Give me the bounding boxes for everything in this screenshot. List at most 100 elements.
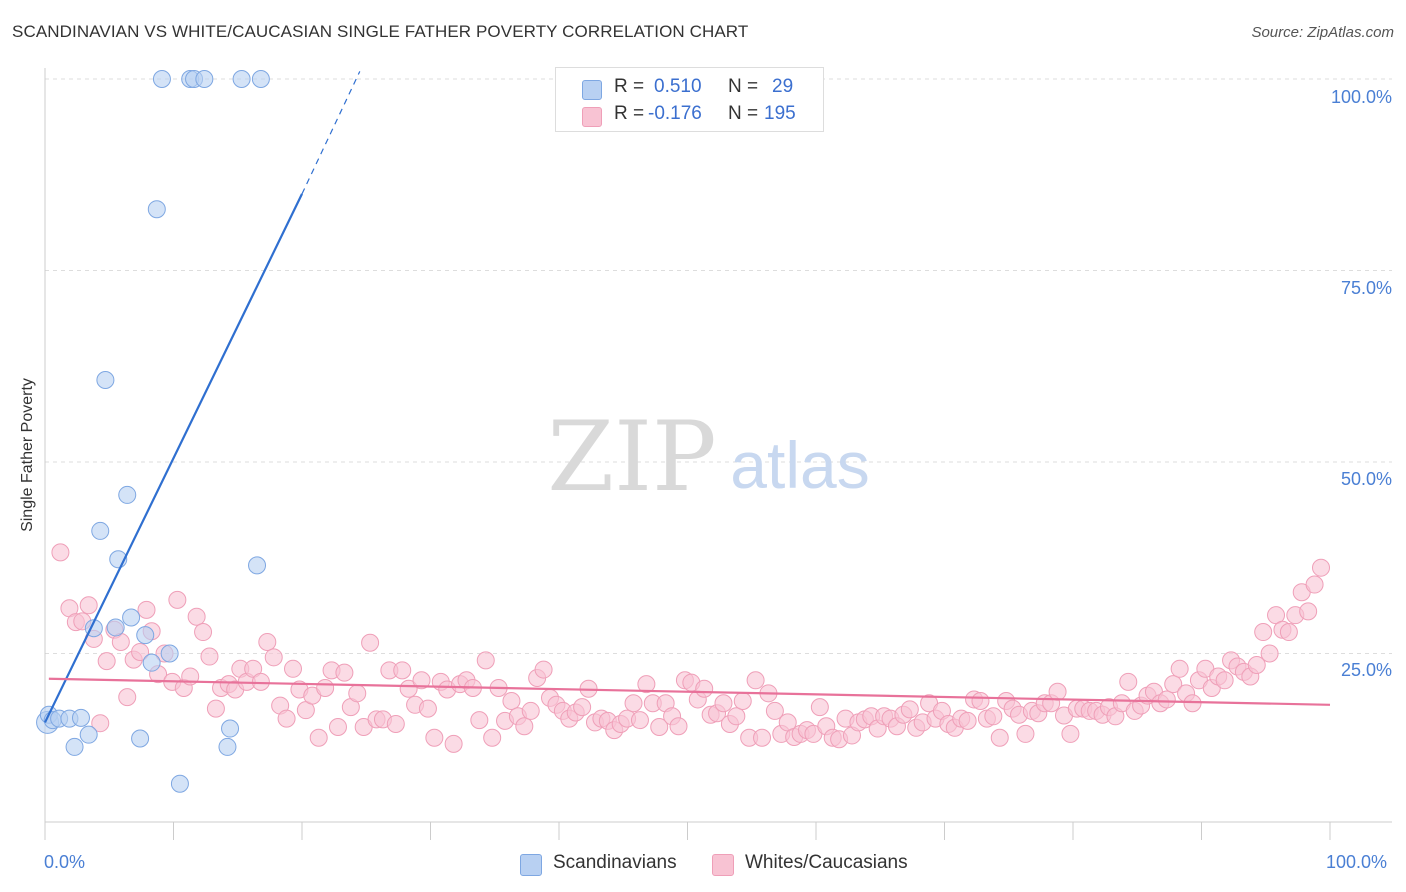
- y-tick-label: 100.0%: [1330, 87, 1392, 107]
- legend-item-whites-caucasians: Whites/Caucasians: [712, 852, 908, 876]
- data-point-scandinavian: [118, 485, 137, 504]
- data-point-white-caucasian: [669, 717, 688, 736]
- data-point-scandinavian: [65, 737, 84, 756]
- data-point-white-caucasian: [206, 699, 225, 718]
- data-point-white-caucasian: [97, 652, 116, 671]
- legend-row-white-caucasian: R = -0.176 N = 195: [556, 103, 823, 131]
- data-point-white-caucasian: [695, 679, 714, 698]
- data-point-scandinavian: [232, 70, 251, 88]
- legend-swatch-blue: [582, 80, 602, 100]
- legend-r-label: R =: [614, 76, 645, 97]
- data-point-white-caucasian: [444, 734, 463, 753]
- trend-lines: [44, 71, 1331, 723]
- data-point-white-caucasian: [958, 711, 977, 730]
- data-point-white-caucasian: [118, 688, 137, 707]
- legend-r-label: R =: [614, 103, 645, 124]
- data-point-white-caucasian: [1312, 558, 1331, 577]
- data-point-scandinavian: [122, 608, 141, 627]
- data-point-scandinavian: [79, 725, 98, 744]
- data-point-white-caucasian: [515, 717, 534, 736]
- data-point-white-caucasian: [386, 714, 405, 733]
- data-point-white-caucasian: [470, 711, 489, 730]
- y-tick-label: 75.0%: [1340, 278, 1392, 298]
- data-point-white-caucasian: [168, 590, 187, 609]
- legend-label: Scandinavians: [553, 852, 677, 873]
- data-point-white-caucasian: [765, 701, 784, 720]
- data-point-white-caucasian: [746, 671, 765, 690]
- data-point-scandinavian: [248, 556, 267, 575]
- data-point-white-caucasian: [521, 701, 540, 720]
- watermark: ZIP atlas: [547, 401, 869, 513]
- data-point-white-caucasian: [361, 633, 380, 652]
- data-point-scandinavian: [152, 70, 171, 88]
- data-point-white-caucasian: [264, 648, 283, 667]
- data-point-white-caucasian: [637, 675, 656, 694]
- grid: [45, 78, 1392, 654]
- chart-title: SCANDINAVIAN VS WHITE/CAUCASIAN SINGLE F…: [12, 22, 749, 41]
- data-point-white-caucasian: [727, 707, 746, 726]
- data-point-white-caucasian: [418, 699, 437, 718]
- data-point-white-caucasian: [990, 728, 1009, 747]
- data-point-white-caucasian: [476, 651, 495, 670]
- data-point-white-caucasian: [573, 698, 592, 717]
- legend-n-label: N =: [728, 76, 759, 97]
- data-point-scandinavian: [160, 644, 179, 663]
- data-point-scandinavian: [221, 719, 240, 738]
- axes: [44, 68, 1392, 840]
- data-point-white-caucasian: [309, 728, 328, 747]
- data-point-white-caucasian: [1299, 602, 1318, 621]
- data-point-white-caucasian: [502, 691, 521, 710]
- legend-swatch-pink: [582, 107, 602, 127]
- data-point-white-caucasian: [1016, 724, 1035, 743]
- data-point-white-caucasian: [335, 663, 354, 682]
- data-point-white-caucasian: [534, 660, 553, 679]
- x-tick-label: 100.0%: [1326, 852, 1388, 872]
- data-point-white-caucasian: [1119, 672, 1138, 691]
- data-point-white-caucasian: [393, 661, 412, 680]
- data-point-scandinavian: [142, 653, 161, 672]
- trend-line-white-caucasian: [48, 677, 1331, 706]
- data-point-white-caucasian: [251, 672, 270, 691]
- trend-line-scandinavian-extension: [301, 71, 361, 195]
- data-point-white-caucasian: [1157, 690, 1176, 709]
- legend-item-scandinavians: Scandinavians: [520, 852, 677, 876]
- data-point-white-caucasian: [624, 694, 643, 713]
- data-point-white-caucasian: [51, 543, 70, 562]
- watermark-atlas: atlas: [730, 428, 869, 502]
- data-point-white-caucasian: [650, 718, 669, 737]
- data-point-white-caucasian: [900, 700, 919, 719]
- data-point-white-caucasian: [348, 684, 367, 703]
- data-point-white-caucasian: [200, 647, 219, 666]
- legend-r-value: -0.176: [648, 103, 702, 124]
- data-point-scandinavian: [71, 708, 90, 727]
- data-point-white-caucasian: [316, 678, 335, 697]
- y-tick-label: 50.0%: [1340, 469, 1392, 489]
- data-point-white-caucasian: [328, 718, 347, 737]
- data-point-white-caucasian: [1183, 694, 1202, 713]
- data-point-white-caucasian: [483, 728, 502, 747]
- data-point-scandinavian: [147, 200, 166, 219]
- data-point-white-caucasian: [810, 698, 829, 717]
- data-point-white-caucasian: [1048, 682, 1067, 701]
- data-point-scandinavian: [106, 618, 125, 637]
- data-point-white-caucasian: [137, 600, 156, 619]
- source-note: Source: ZipAtlas.com: [1251, 24, 1394, 41]
- data-point-white-caucasian: [187, 607, 206, 626]
- data-point-white-caucasian: [733, 691, 752, 710]
- data-point-white-caucasian: [1215, 671, 1234, 690]
- data-point-scandinavian: [251, 70, 270, 88]
- data-point-white-caucasian: [630, 711, 649, 730]
- legend-row-scandinavian: R = 0.510 N = 29: [556, 76, 823, 104]
- data-point-white-caucasian: [984, 707, 1003, 726]
- data-point-white-caucasian: [1305, 575, 1324, 594]
- data-point-scandinavian: [131, 729, 150, 748]
- data-point-scandinavian: [218, 737, 237, 756]
- legend-swatch-blue: [520, 854, 542, 876]
- data-point-scandinavian: [195, 70, 214, 88]
- data-point-white-caucasian: [284, 659, 303, 678]
- data-point-white-caucasian: [1061, 724, 1080, 743]
- legend-swatch-pink: [712, 854, 734, 876]
- data-point-white-caucasian: [412, 671, 431, 690]
- data-point-white-caucasian: [194, 623, 213, 642]
- legend-label: Whites/Caucasians: [745, 852, 908, 873]
